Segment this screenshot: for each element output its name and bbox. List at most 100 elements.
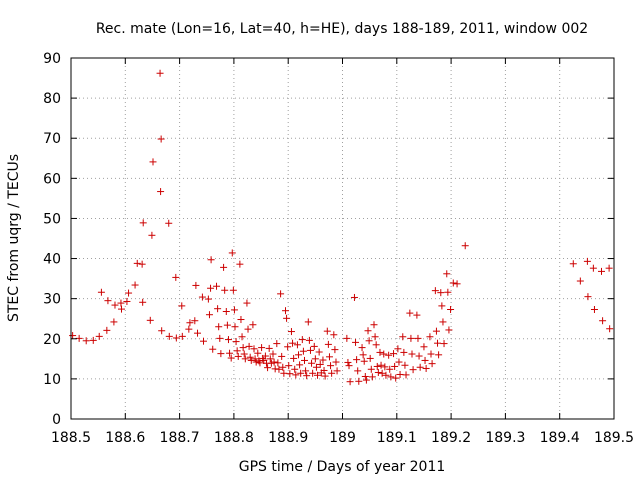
data-point [367, 365, 375, 373]
data-point [387, 373, 395, 381]
data-point [229, 286, 237, 294]
data-point [416, 363, 424, 371]
data-point [354, 367, 362, 375]
y-axis-label: STEC from uqrg / TECUs [6, 154, 22, 322]
data-point [89, 336, 97, 344]
data-point [265, 344, 273, 352]
data-point [305, 336, 313, 344]
x-tick-labels: 188.5 188.6 188.7 188.8 188.9 189 189.1 189.2 18… [51, 430, 634, 446]
data-point [362, 376, 370, 384]
data-point [606, 325, 614, 333]
y-tick-labels: 0 10 20 30 40 50 60 70 80 90 [43, 51, 61, 428]
data-points [69, 69, 614, 386]
data-point [599, 317, 607, 325]
data-point [249, 321, 257, 329]
data-point [352, 338, 360, 346]
x-tick-label: 189.4 [540, 430, 580, 446]
data-point [444, 288, 452, 296]
data-point [241, 355, 249, 363]
y-tick-label: 90 [43, 51, 61, 67]
data-point [264, 364, 272, 372]
data-point [373, 362, 381, 370]
data-point [207, 256, 215, 264]
data-point [319, 356, 327, 364]
data-point [428, 360, 436, 368]
data-point [250, 345, 258, 353]
y-tick-label: 70 [43, 131, 61, 147]
data-point [391, 362, 399, 370]
data-point [371, 333, 379, 341]
data-point [432, 327, 440, 335]
data-point [222, 308, 230, 316]
data-point [104, 297, 112, 305]
data-point [215, 323, 223, 331]
data-point [374, 368, 382, 376]
data-point [421, 356, 429, 364]
data-point [138, 260, 146, 268]
data-point [378, 369, 386, 377]
x-tick-label: 188.8 [214, 430, 254, 446]
data-point [386, 365, 394, 373]
data-point [149, 158, 157, 166]
data-point [295, 351, 303, 359]
data-point [569, 260, 577, 268]
data-point [226, 349, 234, 357]
data-point [308, 359, 316, 367]
y-tick-label: 80 [43, 91, 61, 107]
data-point [422, 364, 430, 372]
grid-lines [71, 58, 614, 419]
data-point [443, 270, 451, 278]
data-point [359, 351, 367, 359]
data-point [133, 259, 141, 267]
x-tick-label: 189.3 [485, 430, 525, 446]
data-point [146, 316, 154, 324]
data-point [198, 293, 206, 301]
data-point [361, 372, 369, 380]
data-point [315, 348, 323, 356]
data-point [139, 219, 147, 227]
data-point [82, 337, 90, 345]
data-point [228, 249, 236, 257]
data-point [230, 306, 238, 314]
data-point [407, 334, 415, 342]
y-tick-label: 20 [43, 332, 61, 348]
y-tick-label: 60 [43, 171, 61, 187]
data-point [333, 367, 341, 375]
data-point [330, 331, 338, 339]
data-point [236, 260, 244, 268]
data-point [346, 378, 354, 386]
data-point [584, 293, 592, 301]
data-point [381, 363, 389, 371]
data-point [97, 288, 105, 296]
data-point [148, 231, 156, 239]
data-point [172, 273, 180, 281]
data-point [216, 334, 224, 342]
data-point [402, 371, 410, 379]
axis-ticks [70, 57, 615, 420]
data-point [217, 350, 225, 358]
data-point [214, 305, 222, 313]
data-point [439, 318, 447, 326]
data-point [366, 354, 374, 362]
data-point [303, 372, 311, 380]
data-point [240, 350, 248, 358]
chart-title: Rec. mate (Lon=16, Lat=40, h=HE), days 1… [96, 21, 588, 37]
data-point [204, 295, 212, 303]
data-point [300, 356, 308, 364]
data-point [605, 264, 613, 272]
data-point [396, 370, 404, 378]
x-tick-label: 188.9 [268, 430, 308, 446]
data-point [261, 352, 269, 360]
data-point [207, 284, 215, 292]
data-point [332, 358, 340, 366]
data-point [245, 342, 253, 350]
data-point [172, 334, 180, 342]
data-point [191, 317, 199, 325]
data-point [139, 298, 147, 306]
data-point [231, 323, 239, 331]
x-tick-label: 189 [329, 430, 356, 446]
data-point [256, 359, 264, 367]
data-point [238, 333, 246, 341]
data-point [394, 345, 402, 353]
